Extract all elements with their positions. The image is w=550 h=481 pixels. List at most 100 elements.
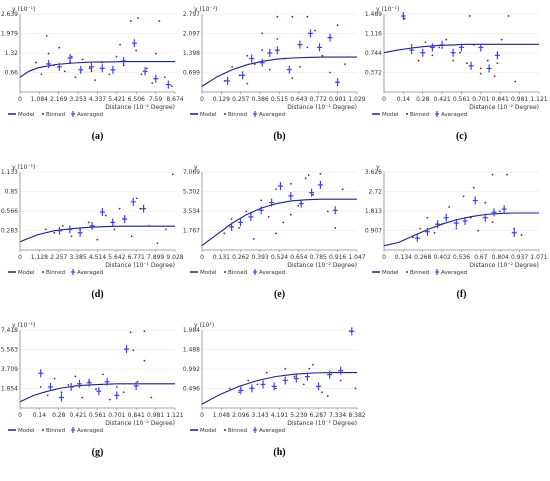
binned-point bbox=[46, 394, 49, 397]
binned-point bbox=[459, 51, 461, 54]
binned-point bbox=[293, 375, 296, 378]
averaged-point bbox=[99, 208, 105, 217]
x-tick-label: 7.59 bbox=[149, 96, 163, 103]
x-tick-label: 5.421 bbox=[108, 96, 125, 103]
legend-averaged-label: Averaged bbox=[259, 270, 285, 276]
binned-point bbox=[154, 52, 157, 55]
averaged-point bbox=[89, 221, 95, 230]
binned-point bbox=[477, 229, 479, 232]
binned-point bbox=[438, 46, 441, 49]
chart-svg: γ 0.907 1.813 2.72 3.626 0 0.134 0.268 0.402 0.53… bbox=[365, 164, 548, 300]
binned-point bbox=[341, 188, 344, 191]
binned-point bbox=[171, 173, 174, 176]
binned-point bbox=[334, 227, 337, 229]
binned-point bbox=[145, 67, 148, 70]
binned-point bbox=[479, 67, 482, 70]
legend-averaged-swatch bbox=[253, 269, 257, 275]
binned-point bbox=[448, 206, 451, 208]
legend-binned-swatch bbox=[224, 271, 226, 273]
y-tick-label: 0.496 bbox=[183, 386, 200, 393]
averaged-point bbox=[317, 180, 323, 189]
averaged-point bbox=[424, 227, 430, 236]
binned-point bbox=[247, 379, 250, 382]
y-tick-label: 0.66 bbox=[5, 70, 19, 77]
y-tick-label: 0.85 bbox=[5, 189, 19, 196]
binned-point bbox=[67, 383, 70, 386]
binned-point bbox=[493, 75, 496, 78]
averaged-point bbox=[443, 213, 449, 222]
x-axis-label: Distance (10⁻² Degree) bbox=[469, 262, 539, 269]
binned-point bbox=[53, 231, 56, 234]
averaged-point bbox=[316, 43, 322, 52]
y-tick-label: 5.563 bbox=[1, 347, 18, 354]
y-tick-label: 2.797 bbox=[183, 11, 200, 18]
binned-point bbox=[268, 68, 271, 71]
binned-point bbox=[507, 15, 510, 17]
x-tick-label: 1.121 bbox=[166, 412, 183, 419]
y-tick-label: 0.744 bbox=[365, 50, 382, 57]
model-curve bbox=[19, 383, 175, 403]
binned-point bbox=[94, 79, 96, 82]
legend: Model Binned Averaged bbox=[372, 269, 467, 276]
x-tick-label: 8.674 bbox=[166, 96, 183, 103]
averaged-point bbox=[248, 212, 254, 221]
averaged-point bbox=[249, 384, 255, 393]
y-tick-label: 1.133 bbox=[1, 169, 18, 176]
y-tick-label: 0.992 bbox=[183, 366, 200, 373]
binned-point bbox=[118, 207, 121, 210]
binned-point bbox=[156, 242, 159, 245]
binned-point bbox=[267, 215, 270, 218]
binned-point bbox=[417, 59, 420, 62]
legend-binned-label: Binned bbox=[46, 112, 65, 118]
chart-svg: γ (10⁻¹) 0.66 1.32 1.979 2.639 0 1.084 2.169 3.2… bbox=[1, 6, 184, 142]
x-tick-label: 0.28 bbox=[52, 412, 66, 419]
legend-averaged-label: Averaged bbox=[77, 112, 103, 118]
binned-point bbox=[445, 38, 448, 41]
x-tick-label: 0.536 bbox=[453, 254, 470, 261]
legend-model-label: Model bbox=[382, 270, 399, 276]
y-axis-label: γ (10⁻¹) bbox=[12, 6, 35, 13]
binned-point bbox=[228, 387, 231, 390]
averaged-point bbox=[47, 382, 53, 391]
legend-model-label: Model bbox=[18, 428, 35, 434]
y-tick-label: 5.302 bbox=[183, 189, 200, 196]
x-axis-label: Distance (10⁻¹ Degree) bbox=[287, 420, 357, 427]
averaged-point bbox=[429, 43, 435, 52]
binned-point bbox=[115, 386, 118, 388]
panel-label: (g) bbox=[92, 447, 104, 458]
y-tick-label: 3.709 bbox=[1, 366, 18, 373]
panel-label: (h) bbox=[273, 447, 285, 458]
averaged-point bbox=[511, 228, 517, 237]
binned-point bbox=[486, 59, 489, 62]
binned-point bbox=[261, 49, 264, 52]
binned-point bbox=[514, 80, 517, 83]
binned-point bbox=[336, 24, 339, 26]
x-tick-label: 0.393 bbox=[252, 254, 269, 261]
binned-point bbox=[74, 375, 77, 378]
binned-point bbox=[302, 383, 305, 386]
averaged-point bbox=[258, 206, 264, 215]
y-tick-label: 7.418 bbox=[1, 327, 18, 334]
binned-point bbox=[314, 29, 316, 32]
binned-point bbox=[150, 396, 153, 399]
averaged-point bbox=[478, 43, 484, 52]
x-tick-label: 2.096 bbox=[232, 412, 249, 419]
binned-point bbox=[143, 359, 146, 362]
legend-averaged-swatch bbox=[253, 427, 257, 433]
binned-point bbox=[484, 201, 487, 204]
binned-point bbox=[81, 396, 84, 399]
y-tick-label: 1.984 bbox=[183, 327, 200, 334]
averaged-point bbox=[462, 216, 468, 225]
binned-point bbox=[223, 232, 226, 235]
panel-label: (b) bbox=[273, 131, 285, 142]
binned-point bbox=[88, 67, 91, 70]
averaged-point bbox=[409, 46, 415, 55]
y-tick-label: 1.116 bbox=[365, 31, 382, 38]
x-tick-label: 9.028 bbox=[166, 254, 183, 261]
y-tick-label: 1.979 bbox=[1, 31, 18, 38]
averaged-point bbox=[237, 218, 243, 227]
binned-point bbox=[223, 79, 226, 82]
x-tick-label: 0.134 bbox=[395, 254, 412, 261]
x-tick-label: 0.129 bbox=[213, 96, 230, 103]
